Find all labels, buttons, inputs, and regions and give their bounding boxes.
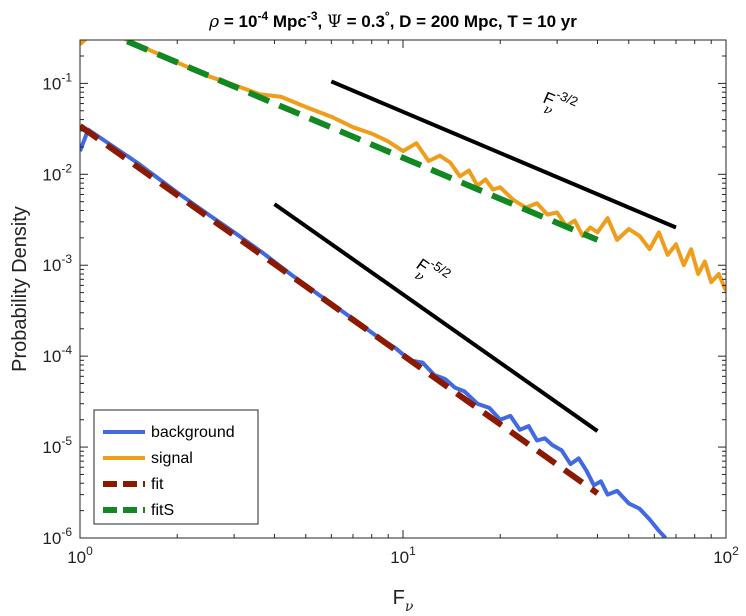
- y-tick-label: 10-5: [42, 434, 72, 457]
- axis-ticks: [79, 40, 726, 539]
- title-rho-unit: Mpc: [268, 12, 307, 31]
- x-tick-label: 100: [67, 544, 93, 567]
- title-rho-value: = 10: [219, 12, 257, 31]
- axes-box: [79, 39, 727, 539]
- y-tick-label: 10-1: [42, 70, 72, 93]
- series-fitS: [126, 40, 599, 243]
- y-tick-label: 10-6: [42, 525, 72, 548]
- series-layer: [80, 40, 726, 538]
- reference-line-slope-5/2: [273, 202, 599, 433]
- x-axis-label: Fν: [393, 587, 414, 615]
- title-psi-symbol: Ψ: [327, 12, 342, 32]
- svg-text:ρ = 10-4 Mpc-3, Ψ = 0.3°, D =: ρ = 10-4 Mpc-3, Ψ = 0.3°, D = 200 Mpc, T…: [208, 9, 577, 32]
- title-rho-symbol: ρ: [208, 12, 219, 32]
- series-fit: [80, 123, 600, 496]
- y-axis-label: Probability Density: [9, 206, 31, 372]
- x-tick-label: 102: [713, 544, 739, 567]
- x-axis-label-sub: ν: [405, 599, 414, 615]
- title-degree: °: [385, 9, 390, 23]
- legend-label-fitS: fitS: [151, 502, 174, 519]
- legend-label-background: background: [151, 424, 235, 441]
- x-tick-labels: 100 101 102: [67, 544, 739, 567]
- title-psi-value: = 0.3: [342, 12, 385, 31]
- y-tick-label: 10-2: [42, 161, 72, 184]
- legend-box: [93, 409, 259, 525]
- title-rest: , D = 200 Mpc, T = 10 yr: [390, 12, 577, 31]
- legend-label-signal: signal: [151, 450, 193, 467]
- y-tick-label: 10-3: [42, 252, 72, 275]
- title-separator: ,: [318, 12, 327, 31]
- y-tick-labels: 10-6 10-5 10-4 10-3 10-2 10-1: [42, 70, 72, 548]
- legend-label-fit: fit: [151, 476, 164, 493]
- x-tick-label: 101: [390, 544, 416, 567]
- y-tick-label: 10-4: [42, 343, 72, 366]
- chart-title: ρ = 10-4 Mpc-3, Ψ = 0.3°, D = 200 Mpc, T…: [208, 9, 577, 32]
- title-rho-unit-exponent: -3: [307, 9, 318, 23]
- reference-line-slope-3/2: [330, 79, 677, 230]
- series-signal: [80, 40, 726, 292]
- title-rho-exponent: -4: [257, 9, 268, 23]
- legend: background signal fit fitS: [93, 409, 259, 525]
- x-axis-label-base: F: [393, 587, 405, 609]
